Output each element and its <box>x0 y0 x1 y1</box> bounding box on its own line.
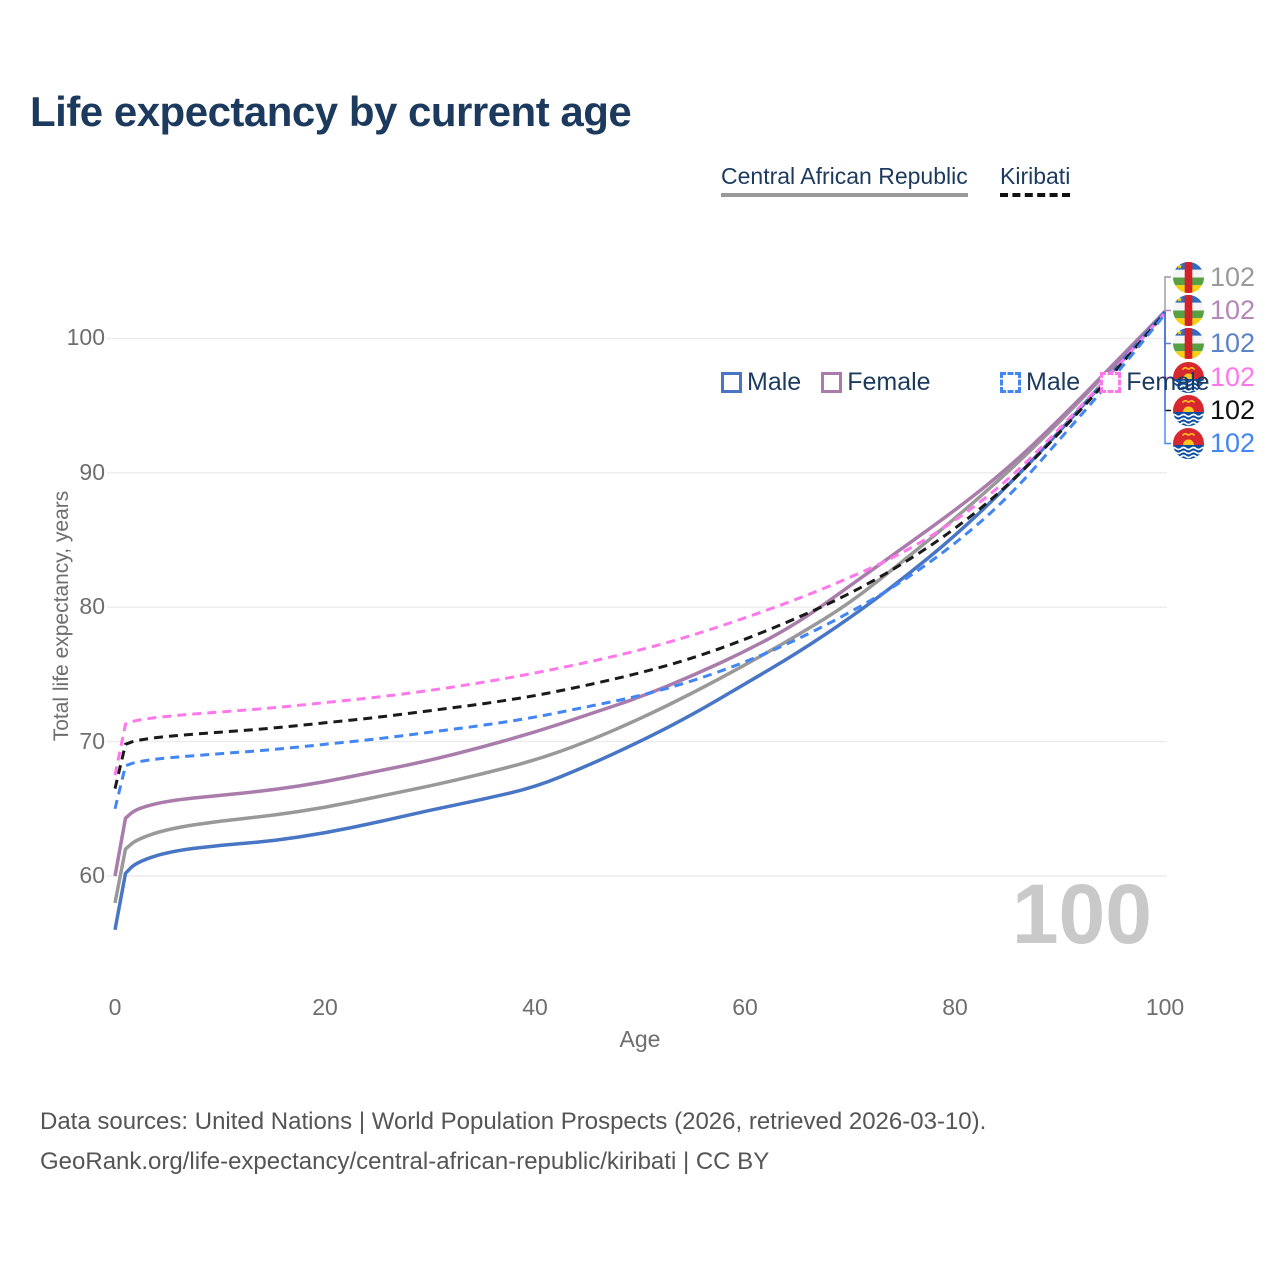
series-line-central-african-republic-male <box>113 310 1167 931</box>
y-tick-label-100: 100 <box>66 324 105 351</box>
legend-group-central-african-republic: Central African Republic Male Female <box>721 163 968 396</box>
x-tick-label-20: 20 <box>312 994 338 1020</box>
flag-icon-kiribati <box>1173 428 1204 459</box>
x-tick-label-100: 100 <box>1145 994 1185 1020</box>
flag-icon-central-african-republic <box>1173 261 1204 293</box>
end-value-label: 102 <box>1210 395 1256 425</box>
flag-icon-kiribati <box>1173 362 1204 393</box>
end-value-label: 102 <box>1210 295 1256 325</box>
x-tick-label-60: 60 <box>732 994 758 1020</box>
end-label-row-kiribati-female: 102 <box>1173 362 1255 393</box>
leader-line <box>1164 276 1171 312</box>
legend-swatch-icon <box>1100 372 1122 393</box>
series-line-kiribati-male <box>113 313 1167 810</box>
end-value-label: 102 <box>1210 362 1256 392</box>
end-label-row-central-african-republic-total: 102 <box>1173 261 1256 293</box>
attribution-text: GeoRank.org/life-expectancy/central-afri… <box>40 1148 770 1175</box>
series-line-central-african-republic-female <box>113 310 1167 877</box>
legend-swatch-icon <box>721 372 742 393</box>
flag-icon-central-african-republic <box>1173 295 1204 326</box>
end-value-label: 102 <box>1210 428 1256 458</box>
x-axis-title: Age <box>619 1026 661 1052</box>
legend-item-label: Male <box>747 368 802 396</box>
end-label-row-central-african-republic-male: 102 <box>1173 328 1255 359</box>
legend-items-row: Male Female <box>721 368 951 397</box>
y-tick-label-70: 70 <box>79 727 105 754</box>
legend-item-label: Female <box>1126 368 1210 396</box>
legend-items-row: Male Female <box>1000 368 1230 397</box>
legend-item-central-african-republic-female[interactable]: Female <box>821 368 931 397</box>
end-value-label: 102 <box>1210 328 1256 358</box>
legend-country-label[interactable]: Kiribati <box>1000 163 1071 197</box>
y-tick-label-80: 80 <box>79 593 105 620</box>
series-line-kiribati-female <box>113 311 1167 776</box>
legend-item-label: Male <box>1026 368 1081 396</box>
leader-line <box>1164 311 1171 445</box>
end-label-row-kiribati-total: 102 <box>1173 395 1255 426</box>
series-line-central-african-republic-total <box>113 310 1167 904</box>
leader-line <box>1164 309 1171 312</box>
legend-swatch-icon <box>1000 372 1021 393</box>
data-sources-text: Data sources: United Nations | World Pop… <box>40 1108 987 1135</box>
legend-item-label: Female <box>847 368 931 396</box>
flag-icon-central-african-republic <box>1173 328 1204 359</box>
legend-swatch-icon <box>821 372 843 393</box>
flag-icon-kiribati <box>1173 395 1204 426</box>
x-tick-label-80: 80 <box>942 994 968 1020</box>
age-counter-watermark: 100 <box>1011 867 1152 961</box>
x-tick-label-40: 40 <box>522 994 548 1020</box>
legend-group-kiribati: Kiribati Male Female <box>1000 163 1210 396</box>
end-value-label: 102 <box>1210 261 1256 292</box>
end-label-row-kiribati-male: 102 <box>1173 428 1255 459</box>
legend-country-label[interactable]: Central African Republic <box>721 163 968 197</box>
legend-item-kiribati-male[interactable]: Male <box>1000 368 1080 397</box>
series-line-kiribati-total <box>113 311 1167 789</box>
legend-item-kiribati-female[interactable]: Female <box>1100 368 1210 397</box>
y-tick-label-60: 60 <box>79 862 105 888</box>
x-tick-label-0: 0 <box>108 994 122 1020</box>
page-title: Life expectancy by current age <box>30 88 632 135</box>
end-label-row-central-african-republic-female: 102 <box>1173 295 1255 326</box>
legend-item-central-african-republic-male[interactable]: Male <box>721 368 801 397</box>
y-tick-label-90: 90 <box>79 458 105 485</box>
